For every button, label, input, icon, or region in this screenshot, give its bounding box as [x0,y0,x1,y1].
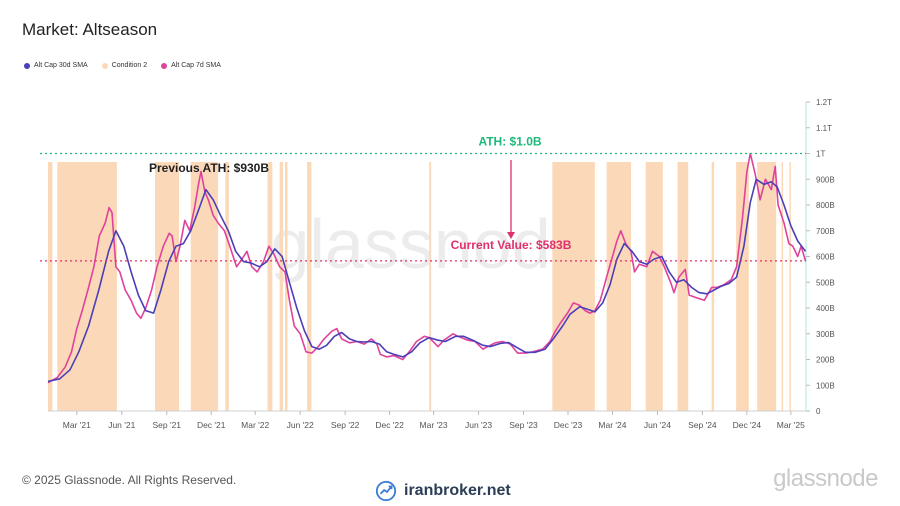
x-tick-label: Sep '24 [688,420,717,430]
condition-band [736,162,749,411]
legend-swatch-condition [101,62,108,69]
x-tick-label: Mar '24 [598,420,626,430]
condition-band [307,162,312,411]
legend-label-condition: Condition 2 [111,62,148,69]
y-tick-label: 1.2T [816,98,832,107]
condition-band [781,162,784,411]
x-tick-label: Mar '21 [63,420,91,430]
x-tick-label: Sep '22 [331,420,360,430]
condition-band [789,162,791,411]
y-tick-label: 1T [816,150,825,159]
x-tick-label: Jun '23 [465,420,492,430]
condition-band [57,162,117,411]
x-tick-label: Jun '24 [644,420,671,430]
y-tick-label: 700B [816,227,835,236]
legend-label-7d: Alt Cap 7d SMA [171,62,221,69]
y-tick-label: 400B [816,304,835,313]
y-tick-label: 600B [816,253,835,262]
brand-text: iranbroker.net [404,482,511,499]
condition-band [677,162,689,411]
ath-label: ATH: $1.0B [478,135,541,149]
condition-band [757,162,777,411]
condition-band [429,162,432,411]
y-tick-label: 200B [816,356,835,365]
legend-item-7d-sma[interactable]: Alt Cap 7d SMA [161,62,221,69]
x-tick-label: Dec '21 [197,420,226,430]
x-tick-label: Mar '22 [241,420,269,430]
current-arrow-head [507,232,515,239]
legend-swatch-30d [24,62,30,69]
chart-title: Market: Altseason [22,20,158,39]
x-tick-label: Jun '22 [287,420,314,430]
legend-item-condition-2[interactable]: Condition 2 [101,62,148,69]
current-value-label: Current Value: $583B [451,238,572,252]
y-tick-label: 800B [816,201,835,210]
condition-band [552,162,595,411]
condition-band [48,162,53,411]
condition-band [645,162,663,411]
y-tick-label: 300B [816,330,835,339]
condition-band [606,162,632,411]
condition-band [155,162,179,411]
glassnode-logo: glassnode [773,465,878,492]
x-tick-label: Mar '25 [777,420,805,430]
copyright: © 2025 Glassnode. All Rights Reserved. [22,473,237,487]
x-tick-label: Dec '22 [375,420,404,430]
x-tick-label: Dec '24 [733,420,762,430]
chart-growth-icon [375,480,397,502]
y-tick-label: 1.1T [816,124,832,133]
condition-band [279,162,284,411]
legend-label-30d: Alt Cap 30d SMA [34,62,88,69]
condition-band [711,162,715,411]
y-tick-label: 0 [816,407,821,416]
y-tick-label: 100B [816,381,835,390]
brand-watermark[interactable]: iranbroker.net [375,480,511,502]
x-tick-label: Jun '21 [108,420,135,430]
x-tick-label: Dec '23 [554,420,583,430]
condition-band [267,162,273,411]
legend-swatch-7d [161,62,168,69]
series-line [47,152,807,384]
series-line [47,178,807,383]
x-tick-label: Mar '23 [420,420,448,430]
y-tick-label: 500B [816,278,835,287]
x-tick-label: Sep '21 [152,420,181,430]
previous-ath-label: Previous ATH: $930B [149,161,269,175]
legend: Alt Cap 30d SMA Condition 2 Alt Cap 7d S… [24,62,221,69]
y-tick-label: 900B [816,175,835,184]
x-tick-label: Sep '23 [509,420,538,430]
condition-band [285,162,288,411]
legend-item-30d-sma[interactable]: Alt Cap 30d SMA [24,62,88,69]
condition-band [190,162,219,411]
condition-band [225,162,229,411]
